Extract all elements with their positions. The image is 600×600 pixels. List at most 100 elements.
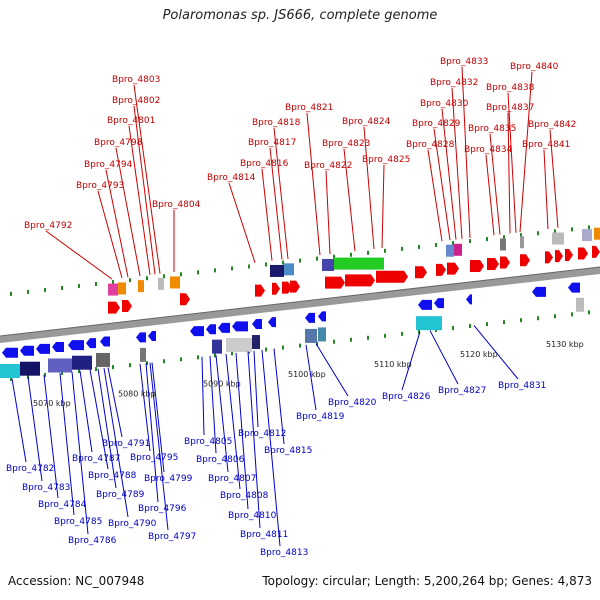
reverse-gene-label[interactable]: Bpro_4805 [184, 437, 232, 447]
forward-gene-label[interactable]: Bpro_4794 [84, 160, 133, 170]
reverse-gene-arrow[interactable] [434, 298, 444, 309]
forward-gene-arrow[interactable] [290, 280, 300, 293]
reverse-gene-arrow[interactable] [52, 342, 64, 353]
forward-gene-arrow[interactable] [255, 284, 265, 297]
reverse-gene-arrow[interactable] [206, 324, 216, 335]
forward-gene-label[interactable]: Bpro_4816 [240, 159, 289, 169]
forward-gene-arrow[interactable] [436, 263, 446, 276]
forward-gene-label[interactable]: Bpro_4825 [362, 155, 410, 165]
reverse-gene-arrow[interactable] [2, 347, 18, 358]
reverse-gene-label[interactable]: Bpro_4808 [220, 491, 269, 501]
reverse-gene-arrow[interactable] [136, 332, 146, 343]
reverse-gene-arrow[interactable] [190, 326, 204, 337]
reverse-gene-label[interactable]: Bpro_4827 [438, 386, 486, 396]
reverse-gene-arrow[interactable] [532, 286, 546, 297]
forward-gene-label[interactable]: Bpro_4822 [304, 161, 352, 171]
reverse-gene-arrow[interactable] [100, 336, 110, 347]
forward-gene-label[interactable]: Bpro_4823 [322, 139, 370, 149]
reverse-gene-label[interactable]: Bpro_4815 [264, 446, 312, 456]
forward-gene-arrow[interactable] [565, 249, 573, 262]
forward-gene-arrow[interactable] [415, 266, 427, 279]
forward-gene-label[interactable]: Bpro_4833 [440, 57, 488, 67]
reverse-gene-label[interactable]: Bpro_4812 [238, 429, 286, 439]
forward-gene-arrow[interactable] [555, 250, 563, 263]
reverse-gene-label[interactable]: Bpro_4791 [102, 439, 150, 449]
forward-gene-label[interactable]: Bpro_4835 [468, 124, 516, 134]
reverse-gene-arrow[interactable] [20, 345, 34, 356]
forward-gene-label[interactable]: Bpro_4793 [76, 181, 124, 191]
reverse-gene-label[interactable]: Bpro_4785 [54, 517, 102, 527]
reverse-gene-arrow[interactable] [252, 319, 262, 330]
reverse-gene-label[interactable]: Bpro_4813 [260, 548, 308, 558]
forward-gene-label[interactable]: Bpro_4798 [94, 138, 143, 148]
reverse-gene-arrow[interactable] [418, 299, 432, 310]
reverse-gene-label[interactable]: Bpro_4806 [196, 455, 245, 465]
forward-gene-arrow[interactable] [447, 262, 459, 275]
reverse-gene-label[interactable]: Bpro_4786 [68, 536, 117, 546]
reverse-gene-arrow[interactable] [218, 322, 230, 333]
reverse-gene-label[interactable]: Bpro_4783 [22, 483, 70, 493]
reverse-gene-arrow[interactable] [318, 311, 326, 322]
reverse-gene-label[interactable]: Bpro_4820 [328, 398, 377, 408]
forward-gene-label[interactable]: Bpro_4818 [252, 118, 301, 128]
forward-gene-arrow[interactable] [282, 281, 292, 294]
forward-gene-label[interactable]: Bpro_4840 [510, 62, 559, 72]
forward-gene-label[interactable]: Bpro_4837 [486, 103, 534, 113]
forward-gene-arrow[interactable] [487, 257, 499, 270]
reverse-gene-arrow[interactable] [568, 282, 580, 293]
forward-gene-arrow[interactable] [470, 259, 484, 272]
forward-gene-arrow[interactable] [500, 256, 510, 269]
reverse-gene-label[interactable]: Bpro_4790 [108, 519, 157, 529]
reverse-gene-label[interactable]: Bpro_4819 [296, 412, 345, 422]
forward-gene-arrow[interactable] [122, 299, 132, 312]
forward-gene-arrow[interactable] [545, 251, 553, 264]
reverse-gene-label[interactable]: Bpro_4807 [208, 474, 256, 484]
reverse-gene-label[interactable]: Bpro_4789 [96, 490, 145, 500]
forward-gene-arrow[interactable] [578, 247, 588, 260]
reverse-gene-label[interactable]: Bpro_4799 [144, 474, 193, 484]
forward-gene-arrow[interactable] [592, 245, 600, 258]
reverse-gene-label[interactable]: Bpro_4787 [72, 454, 120, 464]
forward-gene-label[interactable]: Bpro_4792 [24, 221, 72, 231]
forward-gene-label[interactable]: Bpro_4821 [285, 103, 333, 113]
forward-gene-label[interactable]: Bpro_4832 [430, 78, 478, 88]
forward-gene-label[interactable]: Bpro_4828 [406, 140, 455, 150]
forward-gene-label[interactable]: Bpro_4829 [412, 119, 461, 129]
forward-gene-label[interactable]: Bpro_4814 [207, 173, 256, 183]
forward-gene-label[interactable]: Bpro_4838 [486, 83, 535, 93]
forward-gene-label[interactable]: Bpro_4842 [528, 120, 576, 130]
forward-gene-arrow[interactable] [272, 282, 280, 295]
forward-gene-label[interactable]: Bpro_4824 [342, 117, 391, 127]
reverse-gene-arrow[interactable] [268, 317, 276, 328]
reverse-gene-label[interactable]: Bpro_4782 [6, 464, 54, 474]
reverse-gene-label[interactable]: Bpro_4788 [88, 471, 137, 481]
forward-gene-label[interactable]: Bpro_4841 [522, 140, 570, 150]
reverse-gene-label[interactable]: Bpro_4796 [138, 504, 187, 514]
reverse-gene-label[interactable]: Bpro_4826 [382, 392, 431, 402]
reverse-gene-arrow[interactable] [148, 330, 156, 341]
reverse-gene-label[interactable]: Bpro_4811 [240, 530, 288, 540]
forward-gene-label[interactable]: Bpro_4817 [248, 138, 296, 148]
forward-gene-label[interactable]: Bpro_4801 [107, 116, 155, 126]
reverse-gene-label[interactable]: Bpro_4784 [38, 500, 87, 510]
reverse-gene-arrow[interactable] [466, 294, 472, 305]
reverse-gene-label[interactable]: Bpro_4810 [228, 511, 277, 521]
forward-gene-label[interactable]: Bpro_4834 [464, 145, 513, 155]
reverse-gene-arrow[interactable] [86, 338, 96, 349]
reverse-gene-label[interactable]: Bpro_4797 [148, 532, 196, 542]
forward-gene-label[interactable]: Bpro_4803 [112, 75, 160, 85]
forward-gene-label[interactable]: Bpro_4830 [420, 99, 469, 109]
forward-gene-arrow[interactable] [376, 270, 408, 283]
reverse-gene-arrow[interactable] [305, 312, 315, 323]
tick-mark [418, 244, 420, 249]
forward-gene-arrow[interactable] [520, 254, 530, 267]
forward-gene-arrow[interactable] [180, 293, 190, 306]
forward-gene-label[interactable]: Bpro_4804 [152, 200, 201, 210]
forward-gene-arrow[interactable] [108, 301, 120, 314]
forward-gene-arrow[interactable] [345, 274, 375, 287]
reverse-gene-label[interactable]: Bpro_4831 [498, 381, 546, 391]
reverse-gene-arrow[interactable] [36, 343, 50, 354]
reverse-gene-arrow[interactable] [68, 340, 84, 351]
reverse-gene-arrow[interactable] [232, 321, 248, 332]
forward-gene-arrow[interactable] [325, 276, 345, 289]
